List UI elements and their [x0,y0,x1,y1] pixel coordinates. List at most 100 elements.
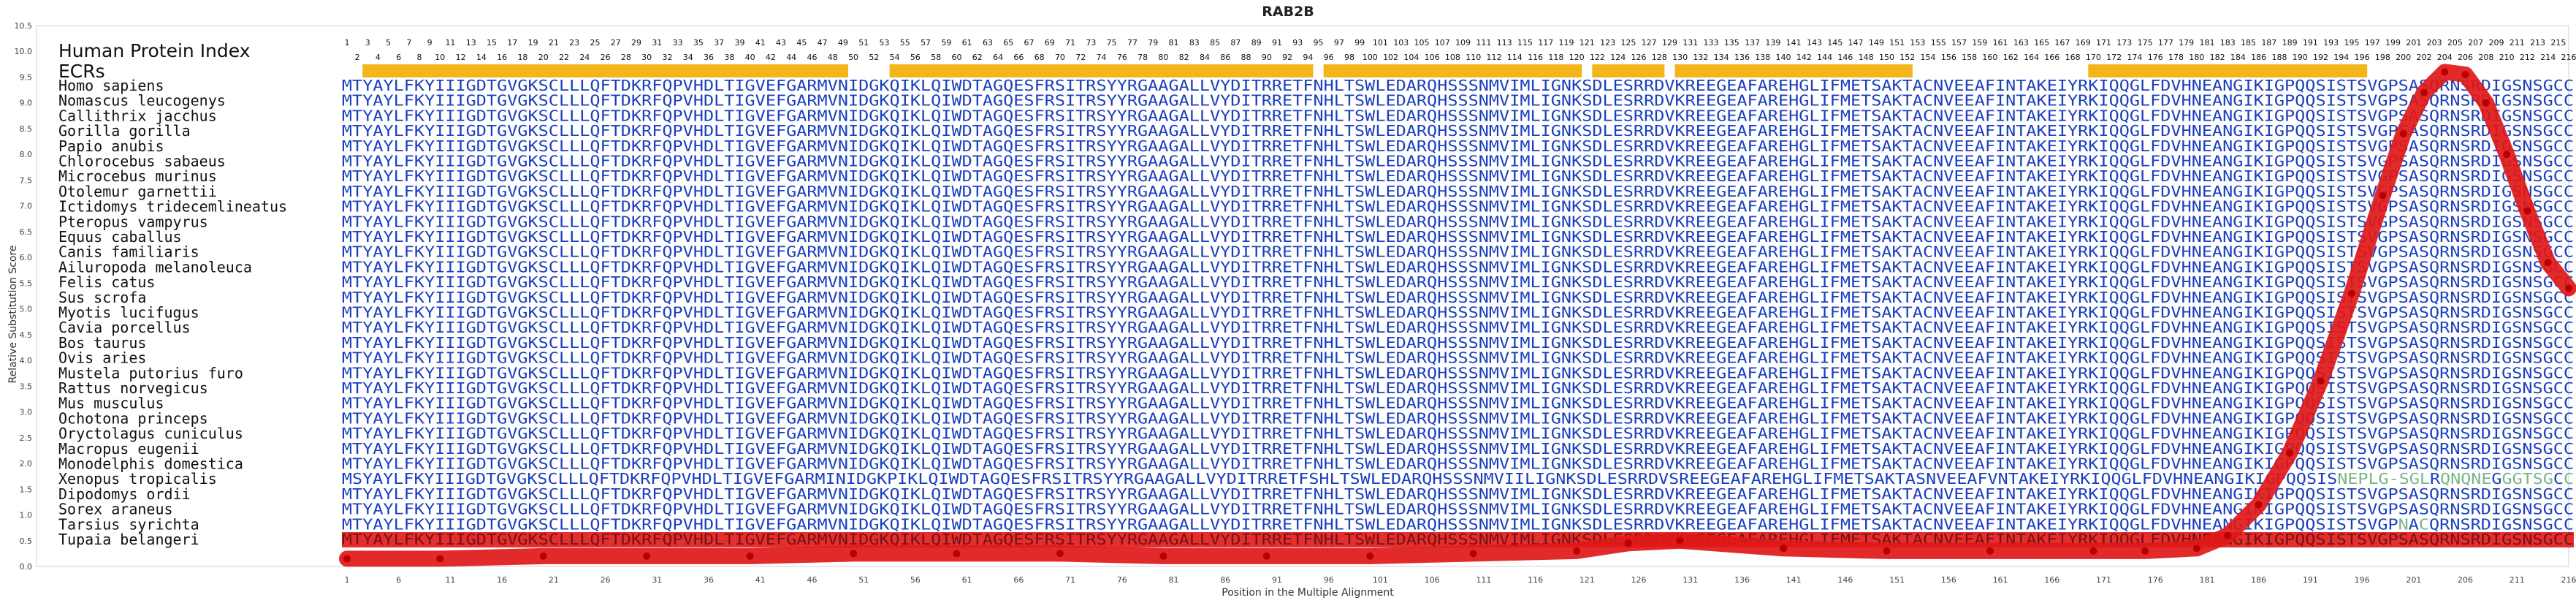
index-label: 22 [559,53,569,62]
residue: W [1365,77,1376,94]
y-tick-label: 3.0 [20,408,33,417]
residue: V [2171,77,2181,94]
residue: V [1943,77,1954,94]
index-label: 106 [1425,53,1440,62]
residue: L [1189,77,1200,94]
index-label: 187 [2261,38,2276,48]
x-tick-label: 151 [1889,575,1905,585]
index-label: 5 [386,38,391,48]
species-name: Monodelphis domestica [58,455,243,473]
residue: R [1086,77,1097,94]
residue: V [1210,92,1220,110]
x-tick-label: 161 [1993,575,2008,585]
index-label: 153 [1910,38,1925,48]
residue: M [1489,77,1499,94]
index-label: 101 [1373,38,1388,48]
index-label: 157 [1951,38,1967,48]
residue: I [941,92,951,110]
residue: K [2088,77,2099,94]
residue: L [714,92,724,110]
index-label: 90 [1262,53,1272,62]
residue: S [2512,77,2522,94]
index-label: 190 [2293,53,2308,62]
residue: Q [590,92,600,110]
index-label: 9 [427,38,432,48]
species-name: Myotis lucifugus [58,304,199,322]
index-label: 167 [2054,38,2070,48]
y-tick-label: 7.0 [20,202,33,211]
index-label: 36 [704,53,714,62]
residue: E [2202,77,2212,94]
index-label: 155 [1931,38,1946,48]
y-tick-label: 8.0 [20,150,33,159]
residue: L [579,92,590,110]
ecr-bar [889,64,1314,77]
residue: F [404,92,414,110]
residue: Y [362,92,373,110]
species-name: Felis catus [58,273,155,291]
residue: Q [2119,77,2130,94]
index-label: 142 [1796,53,1812,62]
species-name: Equus caballus [58,228,182,246]
residue: N [2192,77,2202,94]
residue: E [1726,77,1737,94]
residue: L [921,77,931,94]
x-tick-label: 71 [1065,575,1075,585]
residue: E [1706,77,1716,94]
index-label: 56 [910,53,921,62]
x-tick-label: 141 [1786,575,1802,585]
index-label: 147 [1848,38,1864,48]
index-label: 20 [538,53,549,62]
species-name: Callithrix jacchus [58,107,217,124]
residue: R [1045,92,1056,110]
sequence-row: MTYAYLFKYIIIGDTGVGKSCLLLQFTDKRFQPVHDLTIG… [342,92,2574,110]
residue: I [2057,77,2068,94]
residue: T [1075,92,1086,110]
y-tick-label: 4.5 [20,330,33,340]
residue: I [1995,77,2005,94]
index-label: 78 [1138,53,1148,62]
species-name: Sorex araneus [58,501,173,518]
residue: S [1096,77,1106,94]
residue: Y [384,92,394,110]
index-label: 11 [445,38,455,48]
residue: D [704,92,714,110]
residue: R [1634,77,1645,94]
index-label: 77 [1127,38,1138,48]
residue: T [1251,77,1262,94]
residue: H [2181,77,2192,94]
index-label: 37 [714,38,724,48]
residue: G [1138,77,1148,94]
index-label: 149 [1869,38,1884,48]
residue: G [2377,77,2388,94]
residue: D [1654,77,1664,94]
residue: K [528,77,539,94]
residue: K [1892,77,1903,94]
residue: S [1024,77,1034,94]
index-label: 43 [776,38,786,48]
index-label: 162 [2003,53,2019,62]
species-name: Mus musculus [58,395,164,412]
index-label: 145 [1827,38,1843,48]
residue: T [1861,77,1871,94]
index-label: 95 [1314,38,1324,48]
x-tick-label: 26 [601,575,611,585]
residue: K [631,92,642,110]
residue: V [2367,77,2377,94]
species-name: Ailuropoda melanoleuca [58,258,252,276]
index-label: 117 [1538,38,1553,48]
index-label: 52 [869,53,879,62]
index-label: 201 [2406,38,2421,48]
y-tick-label: 2.5 [20,433,33,443]
residue: A [1179,92,1189,110]
index-label: 16 [497,53,507,62]
residue: G [517,77,527,94]
index-label: 67 [1024,38,1034,48]
y-tick-label: 0.5 [20,536,33,546]
index-label: 112 [1487,53,1502,62]
index-label: 183 [2220,38,2236,48]
residue: S [1055,92,1065,110]
residue: C [1923,77,1933,94]
index-label: 168 [2065,53,2081,62]
